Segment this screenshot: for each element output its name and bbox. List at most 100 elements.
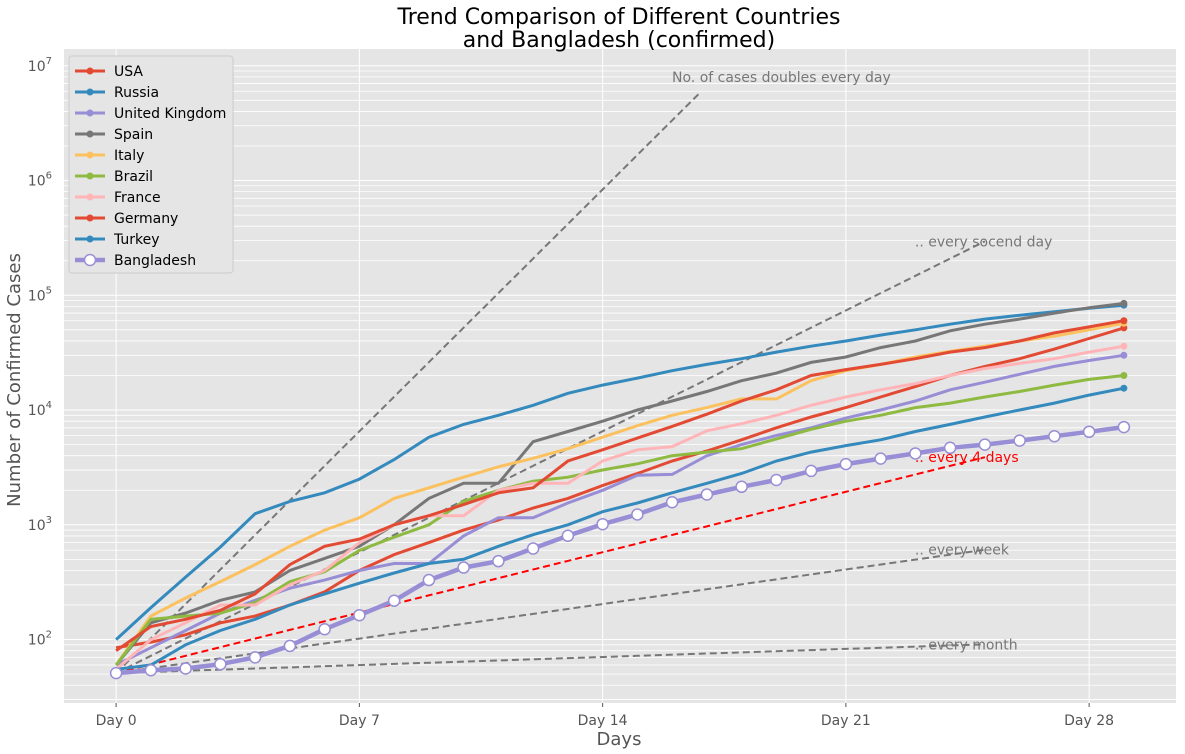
series-lines <box>109 299 1131 680</box>
series-brazil <box>114 371 1128 666</box>
y-tick-label: 102 <box>28 630 52 649</box>
legend-item-4: Italy <box>75 148 144 164</box>
series-turkey <box>115 384 1128 671</box>
series-united-kingdom <box>115 351 1128 667</box>
legend-label: Italy <box>114 148 144 164</box>
data-point <box>422 573 436 587</box>
series-line <box>114 374 1125 666</box>
data-point <box>770 473 783 487</box>
series-line <box>114 301 1125 666</box>
legend-item-7: Germany <box>75 211 178 227</box>
series-line <box>115 344 1125 671</box>
data-point <box>978 438 992 451</box>
y-tick-label: 107 <box>28 56 52 75</box>
series-end-point <box>1120 384 1128 392</box>
x-tick-label-2: Day 14 <box>578 713 628 729</box>
data-point <box>283 639 297 653</box>
reference-label-1: .. every socend day <box>915 234 1052 250</box>
legend-item-3: Spain <box>75 127 153 143</box>
legend-marker <box>86 130 94 138</box>
legend-item-8: Turkey <box>75 232 160 248</box>
legend-marker <box>86 235 94 243</box>
data-point <box>839 457 853 471</box>
legend-label: Turkey <box>113 232 160 248</box>
y-tick-1: 103 <box>28 515 52 534</box>
legend-label: United Kingdom <box>114 106 226 122</box>
reference-label-2: .. every 4 days <box>915 450 1019 466</box>
legend-marker <box>86 214 94 222</box>
legend-item-2: United Kingdom <box>75 106 226 122</box>
legend-label: Brazil <box>114 169 153 185</box>
legend-item-0: USA <box>75 64 143 80</box>
x-tick-label-4: Day 28 <box>1064 713 1114 729</box>
legend-marker <box>83 253 97 267</box>
data-point <box>943 441 957 455</box>
x-axis-label: Days <box>597 729 642 750</box>
y-tick-4: 106 <box>28 171 52 190</box>
data-point <box>318 622 331 636</box>
data-point <box>387 594 401 607</box>
y-axis-ticks: 102 103 104 105 106 107 <box>28 56 52 649</box>
legend-label: France <box>114 190 161 206</box>
y-tick-0: 102 <box>28 630 52 649</box>
y-tick-2: 104 <box>28 400 52 419</box>
legend-marker <box>86 88 94 96</box>
reference-lines: No. of cases doubles every day .. every s… <box>115 70 1052 675</box>
reference-line-2 <box>115 456 986 675</box>
series-end-point <box>1120 351 1128 359</box>
data-point <box>700 488 714 501</box>
legend-item-1: Russia <box>75 85 159 101</box>
legend-label: USA <box>114 64 143 80</box>
data-point <box>596 517 609 531</box>
data-point <box>457 561 470 574</box>
series-end-point <box>1120 317 1128 325</box>
y-tick-5: 107 <box>28 56 52 75</box>
data-point <box>353 608 366 622</box>
series-end-point <box>1120 342 1128 350</box>
data-point <box>665 496 679 509</box>
data-point <box>1117 420 1131 434</box>
x-tick-label-1: Day 7 <box>339 713 380 729</box>
series-line <box>115 303 1125 641</box>
y-axis-label: Number of Confirmed Cases <box>4 253 25 507</box>
legend-marker <box>86 193 94 201</box>
data-point <box>144 664 158 677</box>
x-tick-label-0: Day 0 <box>96 713 137 729</box>
data-point <box>909 447 922 460</box>
reference-label-4: .. every month <box>915 637 1018 653</box>
y-tick-label: 103 <box>28 515 52 534</box>
reference-line-3 <box>115 548 986 675</box>
data-point <box>874 452 887 465</box>
y-tick-3: 105 <box>28 285 52 304</box>
data-point <box>804 464 818 478</box>
legend-marker <box>86 109 94 117</box>
series-germany <box>115 317 1128 652</box>
legend-label: Spain <box>114 127 153 143</box>
y-tick-label: 105 <box>28 285 52 304</box>
y-tick-label: 106 <box>28 171 52 190</box>
data-point <box>179 662 192 675</box>
data-point <box>1013 434 1026 447</box>
data-point <box>492 554 505 568</box>
data-point <box>1082 425 1096 439</box>
legend-item-5: Brazil <box>75 169 153 185</box>
series-france <box>115 342 1128 671</box>
chart-title-line-2: and Bangladesh (confirmed) <box>463 28 775 53</box>
legend-item-9: Bangladesh <box>75 253 196 269</box>
legend-box <box>68 55 234 274</box>
series-line <box>115 319 1125 652</box>
chart-title-line-1: Trend Comparison of Different Countries <box>396 5 840 30</box>
series-spain <box>114 299 1128 666</box>
legend-marker <box>86 67 94 75</box>
legend-marker <box>86 172 94 180</box>
series-bangladesh <box>109 420 1131 680</box>
legend-label: Germany <box>114 211 178 227</box>
reference-label-3: .. every week <box>915 543 1010 559</box>
legend: USA Russia United Kingdom Spain Italy Brazil F… <box>68 55 234 274</box>
data-point <box>109 666 123 680</box>
reference-line-0 <box>115 92 701 674</box>
data-point <box>1048 429 1061 443</box>
data-point <box>561 529 575 542</box>
data-point <box>214 657 227 671</box>
